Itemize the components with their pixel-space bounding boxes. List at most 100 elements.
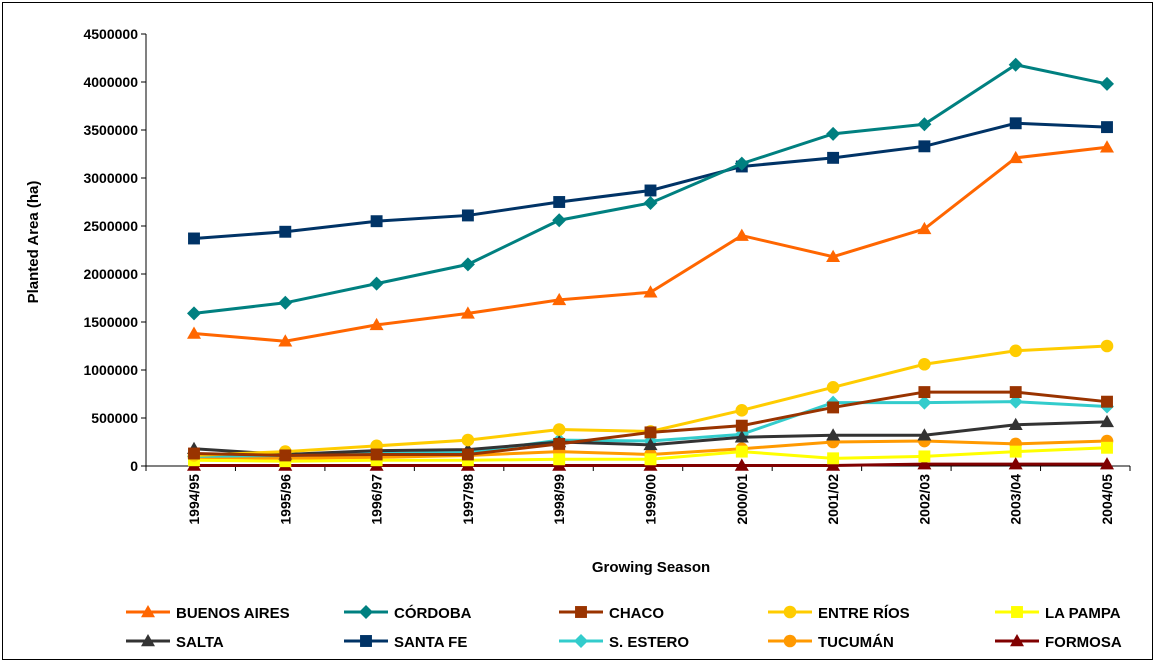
data-point xyxy=(826,458,841,471)
x-tick-label: 1995/96 xyxy=(277,474,293,525)
legend-marker xyxy=(359,605,373,619)
data-point xyxy=(735,404,749,417)
legend-item-santa-fe: SANTA FE xyxy=(344,634,467,651)
legend-label: S. ESTERO xyxy=(609,634,689,651)
data-point xyxy=(1100,339,1114,353)
data-point xyxy=(370,448,383,461)
x-tick-label: 1994/95 xyxy=(186,474,202,525)
legend-marker xyxy=(575,606,587,618)
data-point xyxy=(278,334,293,347)
data-point xyxy=(279,225,292,238)
legend-label: FORMOSA xyxy=(1045,634,1122,651)
data-point xyxy=(1009,445,1022,458)
data-point xyxy=(187,306,201,321)
series-buenos-aires xyxy=(187,140,1114,347)
legend-label: LA PAMPA xyxy=(1045,605,1121,622)
data-point xyxy=(370,215,383,228)
y-tick-label: 3500000 xyxy=(83,122,138,138)
legend-item-cordoba: CÓRDOBA xyxy=(344,604,472,622)
legend-item-entre-rios: ENTRE RÍOS xyxy=(768,605,910,622)
x-tick-label: 1998/99 xyxy=(551,474,567,525)
legend-item-formosa: FORMOSA xyxy=(995,634,1122,651)
data-point xyxy=(734,156,749,171)
legend-marker xyxy=(360,635,372,647)
legend-marker xyxy=(783,634,797,648)
legend-item-buenos-aires: BUENOS AIRES xyxy=(126,605,290,622)
legend-marker xyxy=(1011,606,1023,618)
data-point xyxy=(553,196,566,208)
y-tick-label: 2500000 xyxy=(83,218,138,234)
x-tick-label: 2001/02 xyxy=(825,474,841,525)
data-point xyxy=(917,428,932,441)
data-point xyxy=(1009,344,1022,358)
data-point xyxy=(734,458,749,471)
y-tick-label: 4000000 xyxy=(83,74,138,90)
data-point xyxy=(460,306,475,319)
legend-marker xyxy=(141,605,155,618)
data-point xyxy=(1008,417,1023,430)
data-point xyxy=(461,209,474,222)
data-point xyxy=(826,428,841,441)
data-point xyxy=(917,395,932,410)
y-tick-label: 4500000 xyxy=(83,26,138,42)
data-point xyxy=(917,117,932,132)
legend-label: ENTRE RÍOS xyxy=(818,605,910,622)
legend-label: SALTA xyxy=(176,634,224,651)
data-point xyxy=(187,326,201,339)
data-point xyxy=(826,249,841,262)
data-point xyxy=(188,232,200,245)
legend-label: BUENOS AIRES xyxy=(176,605,290,622)
data-point xyxy=(461,448,474,461)
data-point xyxy=(1100,76,1114,91)
data-point xyxy=(734,228,749,241)
legend-marker xyxy=(1010,634,1024,647)
y-tick-label: 0 xyxy=(130,458,138,474)
data-point xyxy=(917,221,932,235)
series-santa-fe xyxy=(188,117,1113,245)
data-point xyxy=(188,447,200,460)
data-point xyxy=(1008,150,1023,164)
legend-marker xyxy=(141,634,155,647)
x-tick-label: 2004/05 xyxy=(1099,474,1115,525)
x-tick-label: 1996/97 xyxy=(369,474,385,525)
data-point xyxy=(735,419,748,432)
legend-item-tucuman: TUCUMÁN xyxy=(768,634,894,651)
legend-label: SANTA FE xyxy=(394,634,467,651)
data-point xyxy=(644,426,657,439)
legend-item-salta: SALTA xyxy=(126,634,224,651)
series-line-buenos-aires xyxy=(193,145,1108,343)
data-point xyxy=(1101,441,1113,454)
legend-item-s-estero: S. ESTERO xyxy=(559,634,689,651)
data-point xyxy=(1101,121,1113,134)
data-point xyxy=(553,437,566,450)
data-point xyxy=(552,292,567,306)
y-tick-label: 2000000 xyxy=(83,266,138,282)
x-tick-label: 2002/03 xyxy=(916,474,932,525)
legend-item-la-pampa: LA PAMPA xyxy=(995,605,1121,622)
legend-label: TUCUMÁN xyxy=(818,634,894,651)
series-line-santa-fe xyxy=(193,121,1108,240)
legend-label: CHACO xyxy=(609,605,664,622)
legend-marker xyxy=(783,605,797,619)
data-point xyxy=(734,430,749,443)
data-point xyxy=(460,257,475,272)
data-point xyxy=(827,452,840,465)
x-tick-label: 2003/04 xyxy=(1008,474,1024,525)
data-point xyxy=(278,295,293,310)
data-point xyxy=(918,357,931,371)
x-tick-label: 2000/01 xyxy=(734,474,750,525)
data-point xyxy=(1009,386,1022,399)
data-point xyxy=(552,213,567,228)
data-point xyxy=(918,140,931,153)
data-point xyxy=(369,276,384,291)
series-chaco xyxy=(188,386,1113,462)
data-point xyxy=(643,285,658,298)
legend-label: CÓRDOBA xyxy=(394,604,472,622)
data-point xyxy=(461,433,475,447)
data-point xyxy=(1100,140,1114,153)
data-point xyxy=(918,450,931,463)
data-point xyxy=(369,317,384,331)
legend-item-chaco: CHACO xyxy=(559,605,664,622)
y-tick-label: 3000000 xyxy=(83,170,138,186)
